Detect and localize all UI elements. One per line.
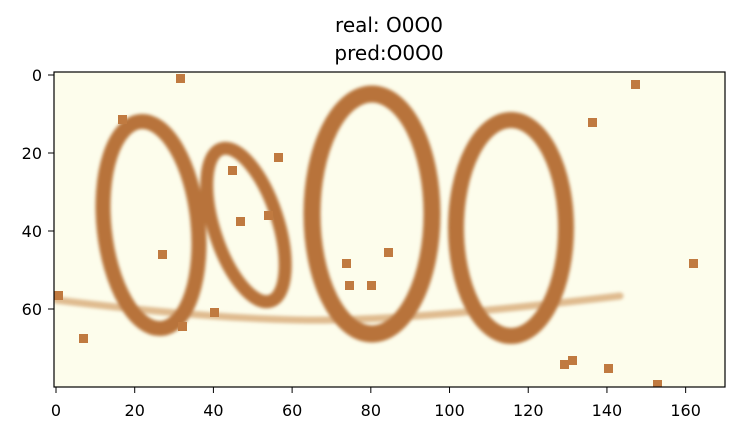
figure-title-real: real: O0O0 [335,13,443,37]
glyph-O-1 [95,113,207,337]
x-axis: 0 20 40 60 80 100 120 140 160 [51,387,701,420]
x-tick-label: 120 [513,401,544,420]
y-tick-label: 40 [22,222,42,241]
y-tick-label: 60 [22,300,42,319]
noise-specks [54,74,698,387]
glyph-0-2 [448,112,574,344]
x-tick-label: 20 [125,401,145,420]
plot-frame [53,71,726,388]
x-tick-label: 0 [51,401,61,420]
x-tick-label: 60 [282,401,302,420]
y-tick-label: 20 [22,144,42,163]
captcha-image [54,72,725,387]
x-tick-label: 40 [203,401,223,420]
y-tick-label: 0 [32,66,42,85]
x-tick-label: 100 [434,401,465,420]
glyph-0-1 [200,141,292,309]
figure-title-pred: pred:O0O0 [334,41,443,65]
x-tick-label: 80 [361,401,381,420]
y-axis: 0 20 40 60 [22,66,54,319]
glyph-O-2 [303,85,441,343]
x-tick-label: 160 [670,401,701,420]
captcha-ink [54,85,624,344]
noise-strike-line [54,292,624,324]
x-tick-label: 140 [592,401,623,420]
